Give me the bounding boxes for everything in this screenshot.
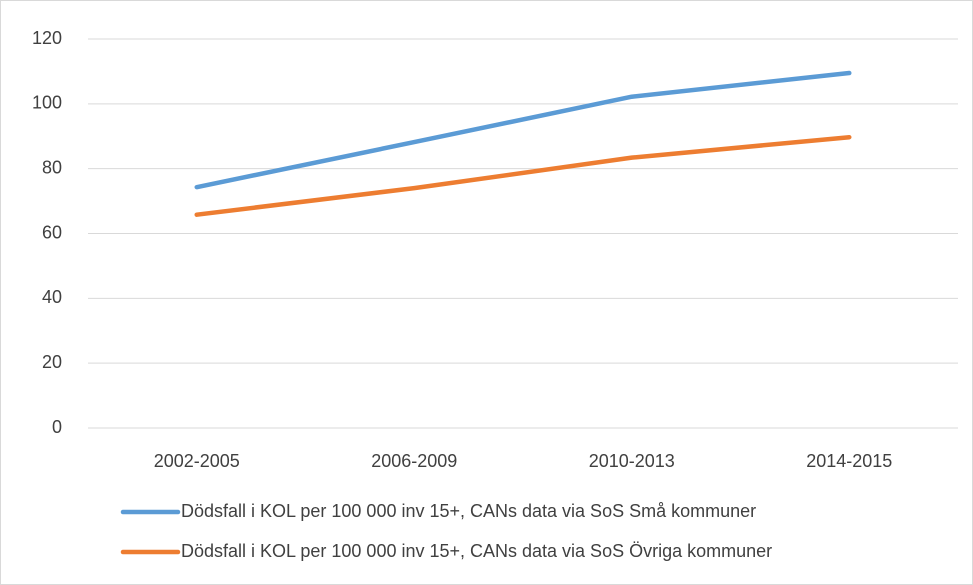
y-tick-label: 80 [42,157,62,177]
legend-label: Dödsfall i KOL per 100 000 inv 15+, CANs… [181,541,772,561]
y-tick-label: 100 [32,93,62,113]
x-tick-label: 2002-2005 [154,451,240,471]
line-series [194,70,852,190]
x-tick-label: 2010-2013 [589,451,675,471]
x-tick-label: 2014-2015 [806,451,892,471]
y-tick-label: 40 [42,287,62,307]
x-tick-label: 2006-2009 [371,451,457,471]
y-tick-label: 20 [42,352,62,372]
y-tick-label: 0 [52,417,62,437]
legend-label: Dödsfall i KOL per 100 000 inv 15+, CANs… [181,501,756,521]
y-tick-label: 60 [42,222,62,242]
line-series [194,134,852,217]
y-tick-label: 120 [32,28,62,48]
